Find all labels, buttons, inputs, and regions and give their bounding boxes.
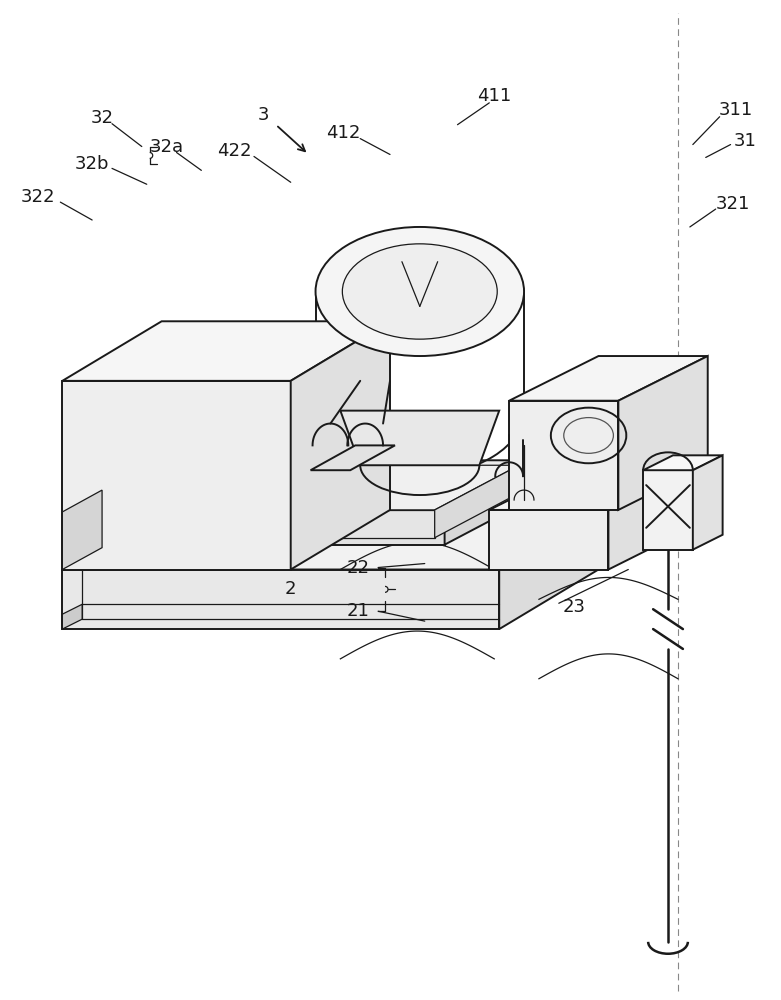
Polygon shape	[62, 321, 390, 381]
Polygon shape	[644, 455, 722, 470]
Polygon shape	[489, 510, 608, 570]
Polygon shape	[291, 321, 390, 570]
Polygon shape	[608, 465, 697, 570]
Polygon shape	[509, 401, 619, 510]
Text: 32a: 32a	[149, 138, 184, 156]
Polygon shape	[62, 570, 499, 629]
Ellipse shape	[342, 244, 497, 339]
Text: 42: 42	[362, 445, 384, 463]
Text: 32b: 32b	[75, 155, 109, 173]
Text: 4: 4	[350, 468, 361, 486]
Polygon shape	[444, 460, 539, 545]
Polygon shape	[693, 455, 722, 550]
Polygon shape	[62, 604, 82, 629]
Text: 41: 41	[406, 431, 430, 449]
Polygon shape	[509, 356, 708, 401]
Text: 3: 3	[259, 106, 269, 124]
Polygon shape	[489, 465, 697, 510]
Text: 411: 411	[477, 87, 512, 105]
Text: 5: 5	[565, 380, 576, 398]
Text: 22: 22	[347, 559, 369, 577]
Polygon shape	[644, 470, 693, 550]
Text: 322: 322	[20, 188, 55, 206]
Polygon shape	[311, 445, 395, 470]
Polygon shape	[152, 510, 444, 545]
Polygon shape	[152, 460, 539, 510]
Polygon shape	[62, 490, 102, 570]
Polygon shape	[341, 411, 499, 465]
Polygon shape	[435, 465, 519, 538]
Polygon shape	[499, 510, 598, 629]
Text: 21: 21	[347, 602, 369, 620]
Polygon shape	[62, 510, 598, 570]
Polygon shape	[62, 381, 291, 570]
Polygon shape	[172, 465, 519, 510]
Text: 412: 412	[326, 124, 361, 142]
Text: 32: 32	[91, 109, 113, 127]
Text: 2: 2	[285, 580, 297, 598]
Text: 321: 321	[715, 195, 750, 213]
Text: 31: 31	[734, 132, 757, 150]
Polygon shape	[172, 510, 435, 538]
Text: 422: 422	[217, 142, 251, 160]
Text: 23: 23	[562, 598, 585, 616]
Ellipse shape	[316, 227, 524, 356]
Polygon shape	[619, 356, 708, 510]
Text: 311: 311	[719, 101, 753, 119]
